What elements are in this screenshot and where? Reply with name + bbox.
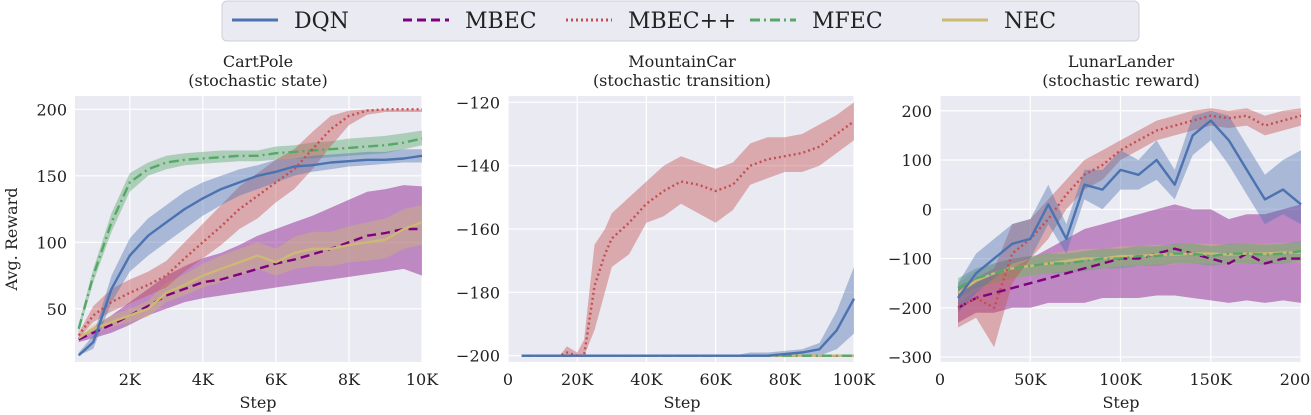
band-mbec [958,204,1301,323]
band-mbecpp [78,109,422,339]
y-tick-label: 200 [901,102,932,121]
y-tick-label: −120 [456,93,500,112]
y-tick-label: 50 [47,300,67,319]
band-nec [78,205,422,341]
panel-title-line: (stochastic reward) [1042,71,1200,90]
series-line-dqn [957,119,1302,299]
y-tick-label: −180 [456,283,500,302]
x-tick-label: 8K [338,370,361,389]
x-tick-label: 60K [699,370,732,389]
legend-box [221,0,1140,42]
legend-label: MFEC [812,9,883,34]
panel-title-line: (stochastic state) [188,71,327,90]
band-dqn [78,149,422,356]
series-line-mbec [957,247,1301,309]
y-tick-label: 100 [36,233,67,252]
y-tick-label: −200 [888,299,932,318]
band-mfec [78,130,422,333]
y-tick-label: −300 [888,348,932,367]
x-axis-label: Step [239,393,276,412]
x-axis-label: Step [663,393,700,412]
chart-panel-2: 0 20K 40K 60K 80K 100K −200 −180 −160 −140 −120 Mou… [456,52,876,412]
x-axis-label: Step [1102,393,1139,412]
y-tick-label: −100 [888,250,932,269]
x-tick-label: 200K [1280,370,1311,389]
plot-area [75,96,422,362]
series-line-dqn [521,298,856,357]
legend: DQN MBEC MBEC++ MFEC NEC [221,0,1140,42]
x-tick-label: 0 [503,370,513,389]
band-nec [958,242,1301,303]
legend-label: MBEC [465,9,537,34]
y-tick-label: 0 [922,200,932,219]
x-tick-label: 0 [935,370,945,389]
band-mbecpp [958,108,1301,348]
series-line-mbecpp [521,120,855,357]
y-tick-label: 200 [36,100,67,119]
legend-label: DQN [294,9,349,34]
panel-title-line: (stochastic transition) [593,71,771,90]
panel-title-line: LunarLander [1068,52,1175,71]
band-mbecpp [521,102,854,356]
series-line-mfec [77,137,423,330]
x-tick-label: 6K [265,370,288,389]
y-tick-label: −160 [456,220,500,239]
x-tick-label: 4K [192,370,215,389]
series-line-mbecpp [77,108,422,337]
y-tick-label: 100 [901,151,932,170]
y-tick-label: −140 [456,157,500,176]
chart-panel-1: 2K 4K 6K 8K 10K 50 100 150 200 CartPole(stochasti… [2,52,439,412]
series-line-mbecpp [957,114,1302,309]
legend-label: NEC [1004,9,1056,34]
legend-label: MBEC++ [628,9,736,34]
x-tick-label: 50K [1014,370,1047,389]
x-tick-label: 150K [1190,370,1234,389]
y-axis-label: Avg. Reward [2,188,21,292]
panel-title-line: CartPole [223,52,293,71]
x-tick-label: 100K [833,370,877,389]
x-tick-label: 10K [406,370,439,389]
x-tick-label: 80K [769,370,802,389]
x-tick-label: 100K [1099,370,1143,389]
panel-title-line: MountainCar [628,52,736,71]
chart-panel-3: 0 50K 100K 150K 200K −300 −200 −100 0 100 200 Lunar… [888,52,1311,412]
x-tick-label: 2K [119,370,142,389]
band-mbec [78,185,422,343]
series-line-nec [78,221,423,340]
series-line-mfec [957,250,1302,290]
series-line-dqn [77,154,423,357]
y-tick-label: 150 [36,167,67,186]
y-tick-label: −200 [456,347,500,366]
x-tick-label: 20K [561,370,594,389]
x-tick-label: 40K [630,370,663,389]
